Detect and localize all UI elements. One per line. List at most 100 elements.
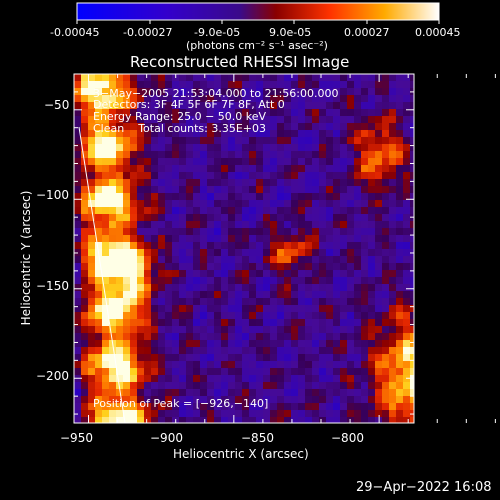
heatmap-cell — [326, 172, 333, 179]
heatmap-cell — [298, 193, 305, 200]
heatmap-cell — [382, 81, 389, 88]
heatmap-cell — [109, 109, 116, 116]
heatmap-cell — [361, 158, 368, 165]
heatmap-cell — [172, 214, 179, 221]
heatmap-cell — [263, 326, 270, 333]
heatmap-cell — [270, 116, 277, 123]
heatmap-cell — [88, 291, 95, 298]
heatmap-cell — [109, 179, 116, 186]
heatmap-cell — [207, 410, 214, 417]
heatmap-cell — [333, 403, 340, 410]
heatmap-cell — [158, 228, 165, 235]
heatmap-cell — [382, 333, 389, 340]
heatmap-cell — [333, 221, 340, 228]
heatmap-cell — [186, 284, 193, 291]
heatmap-cell — [102, 214, 109, 221]
heatmap-cell — [312, 291, 319, 298]
heatmap-cell — [333, 368, 340, 375]
heatmap-cell — [214, 340, 221, 347]
heatmap-cell — [235, 270, 242, 277]
heatmap-cell — [256, 144, 263, 151]
heatmap-cell — [137, 235, 144, 242]
heatmap-cell — [389, 410, 396, 417]
heatmap-cell — [158, 298, 165, 305]
heatmap-cell — [186, 214, 193, 221]
heatmap-cell — [228, 193, 235, 200]
heatmap-cell — [361, 417, 368, 423]
heatmap-cell — [242, 165, 249, 172]
heatmap-cell — [193, 207, 200, 214]
heatmap-cell — [165, 228, 172, 235]
heatmap-cell — [158, 382, 165, 389]
heatmap-cell — [235, 410, 242, 417]
heatmap-cell — [165, 263, 172, 270]
heatmap-cell — [319, 116, 326, 123]
heatmap-cell — [88, 74, 95, 81]
heatmap-cell — [193, 137, 200, 144]
heatmap-cell — [235, 389, 242, 396]
heatmap-cell — [207, 347, 214, 354]
heatmap-cell — [130, 396, 137, 403]
heatmap-cell — [382, 95, 389, 102]
heatmap-cell — [312, 312, 319, 319]
heatmap-cell — [396, 396, 403, 403]
heatmap-cell — [361, 333, 368, 340]
heatmap-cell — [109, 81, 116, 88]
heatmap-cell — [81, 403, 88, 410]
heatmap-cell — [151, 95, 158, 102]
heatmap-cell — [340, 123, 347, 130]
heatmap-cell — [221, 263, 228, 270]
heatmap-cell — [74, 186, 81, 193]
heatmap-cell — [382, 74, 389, 81]
heatmap-cell — [158, 305, 165, 312]
heatmap-cell — [81, 221, 88, 228]
heatmap-cell — [284, 221, 291, 228]
heatmap-cell — [88, 95, 95, 102]
heatmap-cell — [270, 256, 277, 263]
heatmap-cell — [228, 242, 235, 249]
heatmap-cell — [319, 305, 326, 312]
heatmap-cell — [130, 312, 137, 319]
heatmap-cell — [137, 221, 144, 228]
heatmap-cell — [396, 242, 403, 249]
heatmap-cell — [95, 81, 102, 88]
heatmap-cell — [130, 375, 137, 382]
heatmap-cell — [354, 88, 361, 95]
heatmap-cell — [263, 403, 270, 410]
heatmap-cell — [102, 340, 109, 347]
heatmap-cell — [172, 284, 179, 291]
heatmap-cell — [326, 312, 333, 319]
heatmap-cell — [242, 116, 249, 123]
heatmap-cell — [81, 207, 88, 214]
heatmap-cell — [326, 137, 333, 144]
heatmap-cell — [88, 116, 95, 123]
heatmap-cell — [102, 326, 109, 333]
heatmap-cell — [221, 347, 228, 354]
heatmap-cell — [389, 361, 396, 368]
heatmap-cell — [144, 172, 151, 179]
heatmap-cell — [284, 207, 291, 214]
heatmap-cell — [123, 74, 130, 81]
heatmap-cell — [277, 375, 284, 382]
heatmap-cell — [354, 207, 361, 214]
heatmap-cell — [186, 186, 193, 193]
heatmap-cell — [172, 130, 179, 137]
heatmap-cell — [200, 193, 207, 200]
y-tick-label: −100 — [36, 188, 69, 202]
heatmap-cell — [396, 81, 403, 88]
heatmap-cell — [144, 109, 151, 116]
heatmap-cell — [256, 396, 263, 403]
heatmap-cell — [326, 270, 333, 277]
heatmap-cell — [284, 109, 291, 116]
heatmap-cell — [172, 354, 179, 361]
heatmap-cell — [151, 102, 158, 109]
heatmap-cell — [312, 333, 319, 340]
heatmap-cell — [347, 410, 354, 417]
heatmap-cell — [172, 298, 179, 305]
heatmap-cell — [263, 410, 270, 417]
heatmap-cell — [137, 396, 144, 403]
heatmap-cell — [200, 200, 207, 207]
heatmap-cell — [382, 417, 389, 423]
heatmap-cell — [305, 340, 312, 347]
heatmap-cell — [186, 130, 193, 137]
